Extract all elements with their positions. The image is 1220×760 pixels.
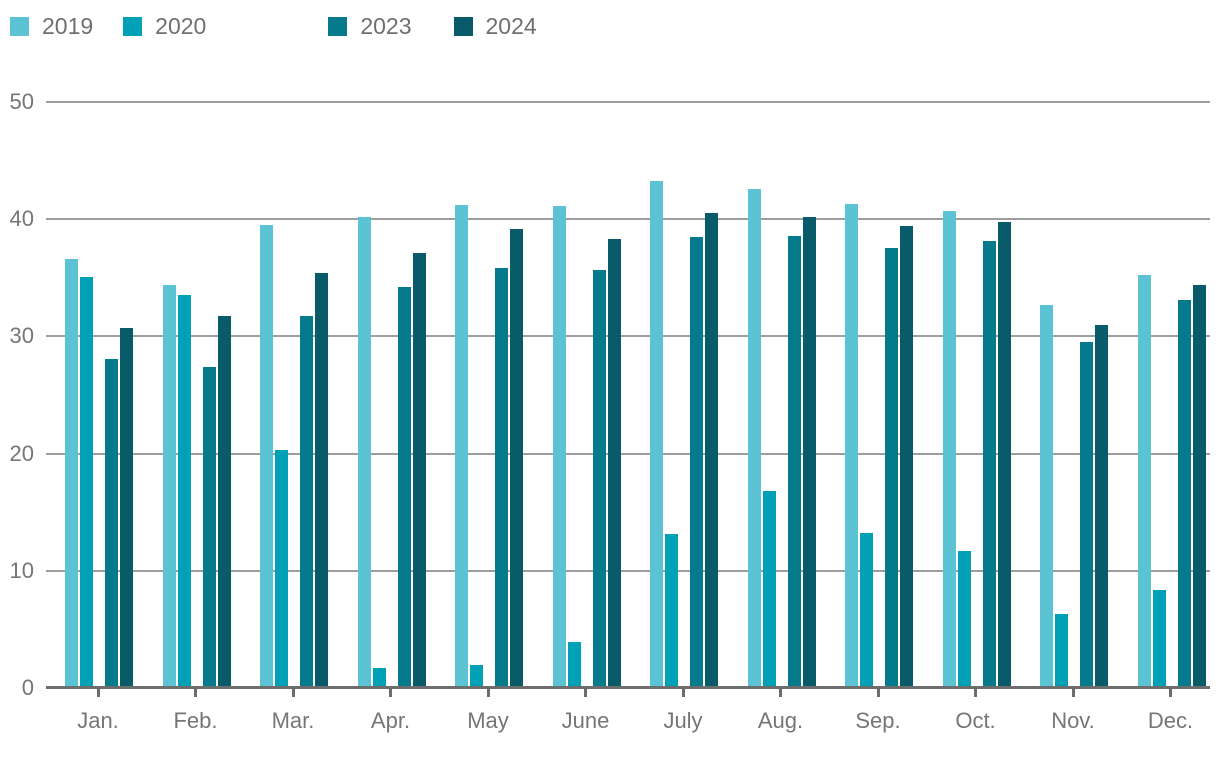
bar-2019-may [455, 205, 468, 688]
bar-2023-feb [202, 367, 216, 688]
bar-2019-oct [942, 211, 956, 688]
legend-item-2024: 2024 [453, 11, 537, 41]
x-axis-label-june: June [561, 708, 610, 733]
bar-2020-sep [860, 533, 873, 688]
x-tick-dec [1169, 689, 1172, 697]
bar-2024-june [607, 239, 621, 688]
y-axis-label-50: 50 [9, 89, 34, 114]
legend: 2019 2020 2023 2024 [0, 11, 537, 41]
legend-swatch-2024 [453, 16, 473, 36]
bar-2023-oct [982, 241, 996, 688]
bar-2023-may [495, 268, 508, 688]
x-axis-label-dec: Dec. [1147, 708, 1194, 733]
bar-2023-june [592, 270, 606, 688]
gridline-y-50 [46, 101, 1210, 103]
gridline-y-20 [46, 452, 1210, 455]
x-axis-label-sep: Sep. [855, 708, 901, 733]
bar-2023-dec [1177, 300, 1191, 688]
y-axis-label-10: 10 [9, 557, 34, 583]
x-tick-mar [291, 689, 295, 697]
legend-label-2020: 2020 [155, 13, 207, 39]
bar-2024-july [705, 213, 718, 688]
bar-2020-june [567, 642, 581, 688]
legend-swatch-2019 [10, 16, 29, 36]
legend-item-2023: 2023 [328, 11, 412, 41]
bar-2020-feb [177, 295, 191, 688]
y-axis-label-20: 20 [9, 440, 34, 466]
x-tick-nov [1071, 689, 1075, 697]
bar-2019-apr [357, 217, 371, 688]
x-axis-label-mar: Mar. [271, 708, 315, 733]
x-axis-label-feb: Feb. [173, 708, 218, 733]
legend-swatch-2020 [123, 16, 143, 36]
bar-2023-mar [300, 316, 313, 688]
bar-2024-mar [315, 273, 328, 688]
bar-2023-sep [885, 248, 898, 688]
x-axis-label-july: July [663, 708, 703, 733]
bar-2024-nov [1095, 325, 1108, 688]
x-axis-label-aug: Aug. [757, 708, 804, 733]
x-tick-jan [96, 689, 100, 697]
legend-item-2020: 2020 [123, 11, 206, 41]
x-tick-aug [779, 689, 782, 697]
x-tick-sep [876, 689, 880, 697]
legend-label-2023: 2023 [360, 13, 412, 39]
bar-2019-july [650, 181, 663, 688]
bar-2024-sep [900, 226, 913, 688]
x-tick-oct [974, 689, 977, 697]
bar-2020-may [470, 665, 483, 688]
bar-2020-mar [275, 450, 288, 688]
x-axis-label-oct: Oct. [955, 708, 996, 733]
bar-2020-nov [1055, 614, 1068, 688]
bar-2024-feb [217, 316, 231, 688]
legend-item-2019: 2019 [10, 11, 93, 41]
bar-2023-july [690, 237, 703, 688]
legend-label-2024: 2024 [485, 13, 537, 39]
bar-2024-may [510, 229, 523, 688]
bar-2023-nov [1080, 342, 1093, 688]
gridline-y-40 [46, 218, 1210, 221]
x-tick-july [681, 689, 685, 697]
bar-2023-apr [397, 287, 411, 688]
x-axis-line [46, 686, 1210, 689]
bar-2024-apr [412, 253, 426, 688]
bar-2019-mar [260, 225, 273, 688]
x-tick-feb [194, 689, 197, 697]
x-tick-june [584, 689, 587, 697]
bar-2020-july [665, 534, 678, 688]
x-axis-label-jan: Jan. [77, 708, 119, 733]
bar-2019-aug [747, 189, 761, 688]
bar-2020-aug [762, 491, 776, 688]
x-tick-apr [389, 689, 392, 697]
bar-2023-aug [787, 236, 801, 688]
bar-2019-dec [1137, 275, 1151, 688]
bar-2020-apr [372, 668, 386, 688]
gridline-y-30 [46, 335, 1210, 338]
bar-2024-aug [802, 217, 816, 688]
x-axis-label-nov: Nov. [1051, 708, 1095, 733]
y-axis-label-30: 30 [9, 323, 34, 349]
bar-2020-dec [1152, 590, 1166, 688]
bar-2024-oct [997, 222, 1011, 688]
x-tick-may [486, 689, 490, 697]
x-axis-label-may: May [467, 708, 509, 733]
bar-2024-jan [120, 328, 133, 688]
bar-2019-june [552, 206, 566, 688]
bar-2019-sep [845, 204, 858, 688]
bar-2019-feb [162, 285, 176, 688]
x-axis-label-apr: Apr. [370, 708, 411, 733]
y-axis-label-0: 0 [21, 675, 34, 700]
bar-2020-jan [80, 277, 93, 688]
bar-2019-nov [1040, 305, 1053, 688]
bar-2024-dec [1192, 285, 1206, 688]
y-axis-label-40: 40 [9, 206, 34, 232]
gridline-y-10 [46, 569, 1210, 572]
legend-swatch-2023 [328, 16, 348, 36]
bar-2023-jan [105, 359, 118, 688]
bar-2019-jan [65, 259, 78, 688]
legend-label-2019: 2019 [42, 13, 94, 39]
bar-2020-oct [957, 551, 971, 688]
